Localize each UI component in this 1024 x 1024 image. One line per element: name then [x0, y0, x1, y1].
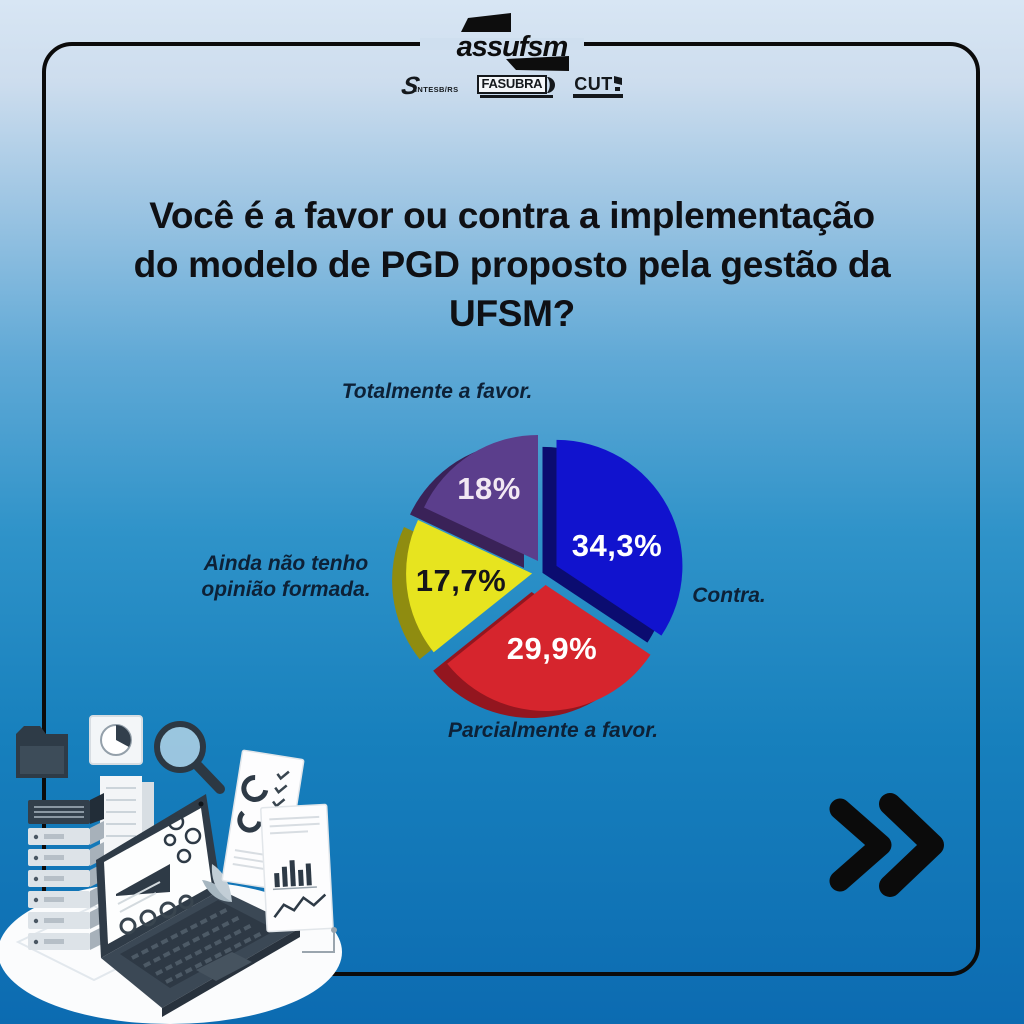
pie-chart: [392, 435, 683, 718]
pie-label-parcialmente: Parcialmente a favor.: [447, 719, 659, 742]
pie-label-totalmente: Totalmente a favor.: [341, 380, 533, 403]
screen-gauges: [163, 813, 202, 864]
screen-area-chart: [116, 864, 170, 896]
pie-value-sem-opiniao: 17,7%: [415, 563, 507, 598]
report-pages: [221, 749, 337, 953]
magnifier-icon: [154, 721, 225, 794]
pie-slice: [447, 585, 651, 711]
screen-text-lines: [117, 881, 161, 913]
analytics-illustration: [0, 715, 342, 1024]
next-chevron-icon[interactable]: [820, 790, 950, 900]
pie-card-icon: [89, 715, 143, 765]
question-line: Você é a favor ou contra a implementação: [149, 195, 875, 236]
partner-logos: S INTESB/RS FASUBRA CUT: [0, 72, 1024, 100]
touchpad: [196, 952, 252, 981]
pie-slice: [556, 439, 683, 636]
fasubra-text: FASUBRA: [476, 75, 548, 94]
pie-slice: [406, 520, 533, 653]
cut-logo: CUT: [573, 74, 623, 98]
question-line: UFSM?: [449, 292, 575, 334]
cut-strip: [573, 94, 623, 98]
assufsm-logo: assufsm: [457, 13, 569, 71]
pie-value-parcialmente: 29,9%: [506, 631, 598, 666]
pie-label-sem-opiniao: Ainda não tenho opinião formada.: [201, 551, 371, 601]
question-line: do modelo de PGD proposto pela gestão da: [133, 243, 891, 285]
sintesb-text: INTESB/RS: [414, 85, 459, 94]
fasubra-logo: FASUBRA: [476, 75, 557, 98]
logo-mask: [420, 38, 584, 50]
fasubra-crescent-icon: [547, 76, 556, 93]
pie-slice: [424, 435, 538, 561]
sintesb-logo: S INTESB/RS: [398, 72, 459, 100]
assufsm-logo-text: assufsm: [457, 31, 568, 63]
folder-icon: [16, 726, 68, 778]
keyboard-keys: [131, 906, 265, 984]
server-stack: [28, 793, 104, 950]
leaf-decoration: [202, 864, 232, 902]
fasubra-strip: [479, 94, 554, 98]
laptop: [96, 794, 300, 1017]
pie-value-contra: 34,3%: [571, 528, 663, 563]
logo-flag-bottom: [506, 56, 569, 71]
cut-flag-icon: [613, 76, 622, 92]
pie-value-totalmente: 18%: [457, 471, 521, 506]
cut-text: CUT: [574, 74, 613, 95]
sintesb-initial: S: [398, 72, 423, 100]
screen-donuts: [119, 894, 194, 935]
pie-label-contra: Contra.: [692, 584, 766, 607]
logo-flag-top: [461, 13, 511, 32]
question-title: Você é a favor ou contra a implementação…: [77, 192, 947, 338]
